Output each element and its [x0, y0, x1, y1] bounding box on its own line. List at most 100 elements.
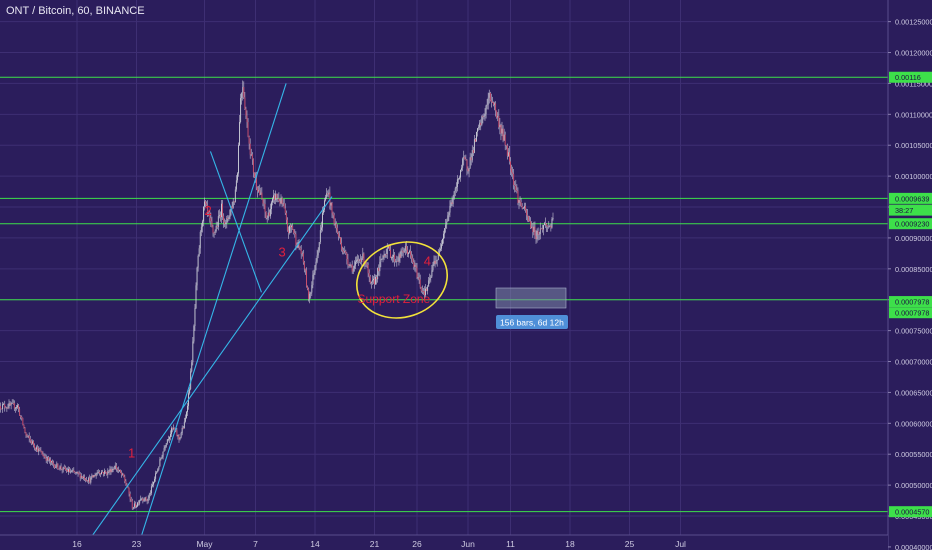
candle-body	[94, 475, 96, 477]
candle-body	[200, 226, 202, 232]
price-tick-label: 0.00050000	[895, 481, 932, 490]
candle-body	[501, 128, 503, 134]
trendline[interactable]	[209, 151, 262, 293]
candle-body	[463, 156, 465, 159]
candle-body	[36, 447, 38, 450]
candle-body	[437, 254, 439, 261]
candle-body	[210, 218, 212, 222]
candle-body	[412, 258, 414, 263]
price-tag[interactable]	[889, 192, 932, 204]
candle-body	[377, 267, 379, 280]
candle-body	[180, 433, 182, 438]
price-axis[interactable]: 0.00125000 0.00120000 0.00115000 0.00110000…	[887, 0, 932, 550]
candle-body	[199, 231, 201, 249]
candle-body	[172, 428, 174, 429]
candle-body	[206, 203, 208, 206]
candle-body	[317, 250, 319, 256]
candle-body	[425, 288, 426, 296]
candle-body	[40, 450, 42, 452]
price-tick-label: 0.00105000	[895, 141, 932, 150]
candle-body	[227, 218, 229, 219]
candle-body	[119, 470, 120, 471]
candle-body	[149, 493, 151, 495]
candle-body	[81, 476, 83, 478]
candle-body	[251, 154, 253, 160]
candle-body	[470, 157, 472, 161]
trendlines[interactable]	[81, 83, 333, 550]
candle-body	[280, 197, 282, 204]
candle-body	[6, 407, 8, 409]
candle-body	[263, 203, 265, 205]
candle-body	[538, 234, 540, 235]
candle-body	[316, 255, 318, 262]
candle-body	[408, 252, 409, 255]
candle-body	[265, 212, 267, 219]
candle-body	[456, 179, 458, 188]
candle-body	[25, 432, 27, 436]
drawing-overlays[interactable]: 1 2 3 4 Support Zone 156 bars, 6d 12h	[128, 203, 568, 460]
candle-body	[289, 225, 290, 233]
candle-body	[548, 226, 550, 228]
candle-body	[124, 476, 126, 482]
candle-body	[214, 230, 216, 233]
candle-body	[504, 134, 506, 146]
candle-body	[143, 500, 145, 502]
candle-body	[276, 193, 278, 199]
candle-body	[49, 459, 51, 463]
candle-body	[89, 477, 91, 483]
candle-body	[260, 192, 262, 195]
time-tick-label: 7	[253, 539, 258, 549]
candle-body	[531, 226, 533, 229]
candle-body	[226, 218, 228, 223]
trendline[interactable]	[81, 196, 333, 550]
candle-body	[552, 218, 554, 220]
candle-body	[189, 389, 191, 394]
candle-body	[314, 265, 316, 274]
price-tag[interactable]	[889, 204, 932, 216]
candle-body	[267, 212, 269, 218]
time-axis[interactable]: 16 23 May 7 14 21 26 Jun 11 18 25 Jul	[0, 534, 888, 550]
price-tick-label: 0.00110000	[895, 110, 932, 119]
trendline[interactable]	[136, 83, 287, 550]
candle-body	[270, 202, 272, 209]
price-tag[interactable]	[889, 218, 932, 230]
candle-body	[134, 503, 136, 508]
candle-body	[363, 253, 365, 264]
candle-body	[393, 254, 395, 257]
candle-body	[114, 465, 116, 470]
candle-body	[536, 230, 538, 240]
candle-body	[402, 251, 404, 253]
candle-body	[76, 471, 78, 473]
candle-body	[338, 236, 340, 238]
candle-body	[549, 225, 551, 227]
candle-body	[136, 506, 137, 508]
candle-body	[58, 468, 60, 470]
candle-body	[449, 205, 451, 213]
candle-body	[224, 221, 226, 225]
candle-body	[331, 202, 333, 214]
candle-body	[417, 277, 419, 279]
candle-body	[301, 253, 303, 255]
wave-count-label: 2	[205, 203, 212, 218]
candle-body	[299, 247, 301, 250]
candle-body	[414, 265, 416, 267]
price-tag[interactable]	[889, 506, 932, 518]
candle-body	[70, 471, 72, 473]
candle-body	[39, 448, 41, 451]
horizontal-levels[interactable]	[0, 76, 888, 513]
candle-body	[107, 470, 109, 475]
candle-body	[540, 228, 542, 230]
highlight-ellipse[interactable]	[347, 231, 457, 330]
candle-body	[300, 249, 302, 254]
support-zone-box[interactable]	[495, 287, 567, 309]
candle-body	[311, 285, 313, 293]
candle-body	[165, 443, 167, 447]
price-tag[interactable]	[889, 71, 932, 83]
candle-body	[482, 116, 484, 118]
candle-body	[429, 278, 431, 281]
candle-body	[302, 253, 304, 263]
price-tag[interactable]	[889, 296, 932, 308]
price-tag[interactable]	[889, 307, 932, 319]
